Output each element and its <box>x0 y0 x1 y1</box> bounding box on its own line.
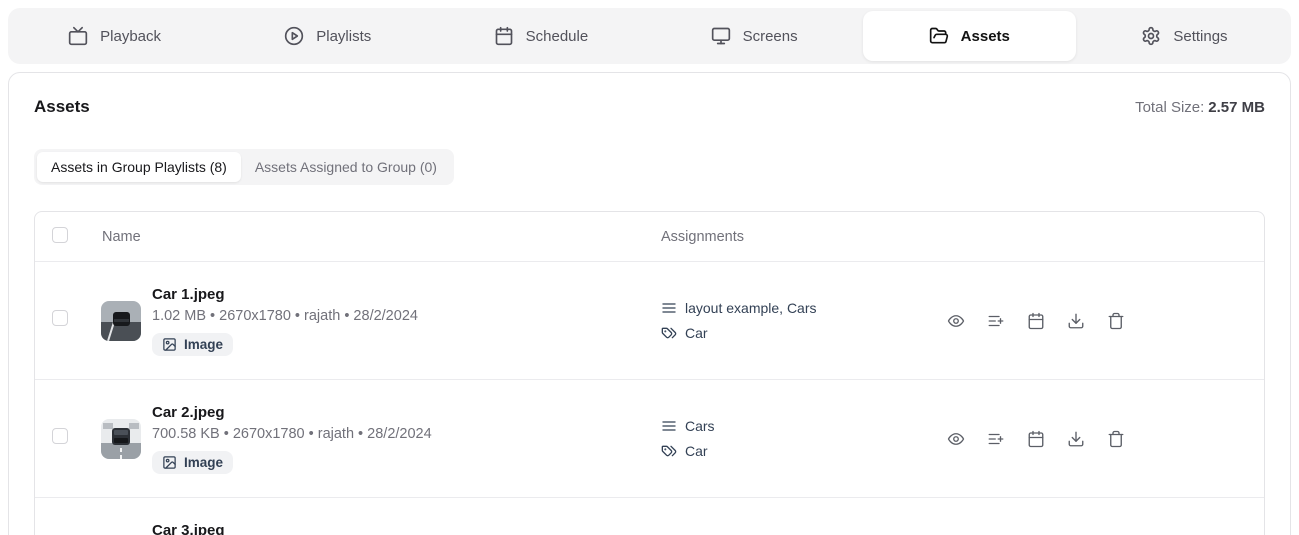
asset-name-cell: Car 2.jpeg 700.58 KB • 2670x1780 • rajat… <box>99 380 661 497</box>
nav-item-schedule[interactable]: Schedule <box>434 8 647 64</box>
asset-meta: 700.58 KB • 2670x1780 • rajath • 28/2/20… <box>152 426 432 442</box>
asset-text-block: Car 3.jpeg <box>152 498 225 535</box>
table-row: Car 1.jpeg 1.02 MB • 2670x1780 • rajath … <box>35 262 1264 380</box>
tab-assets-assigned-to-group[interactable]: Assets Assigned to Group (0) <box>241 152 451 182</box>
tags-assignment: Car <box>661 443 947 459</box>
schedule-button[interactable] <box>1027 312 1045 330</box>
asset-meta: 1.02 MB • 2670x1780 • rajath • 28/2/2024 <box>152 308 418 324</box>
column-header-name: Name <box>102 228 141 245</box>
row-checkbox-cell <box>35 428 99 449</box>
asset-name: Car 1.jpeg <box>152 286 225 303</box>
schedule-button[interactable] <box>1027 430 1045 448</box>
nav-item-label: Assets <box>960 27 1010 45</box>
preview-button[interactable] <box>947 430 965 448</box>
playlists-assignment: layout example, Cars <box>661 300 947 316</box>
nav-item-playlists[interactable]: Playlists <box>221 8 434 64</box>
list-plus-icon <box>988 433 1004 444</box>
table-row: Car 3.jpeg <box>35 498 1264 535</box>
top-nav: Playback Playlists Schedule Screens Asse… <box>8 8 1291 64</box>
nav-item-settings[interactable]: Settings <box>1078 8 1291 64</box>
tags-value: Car <box>685 443 708 459</box>
row-actions <box>947 312 1264 330</box>
assets-table: Name Assignments <box>34 211 1265 535</box>
delete-button[interactable] <box>1107 312 1125 330</box>
nav-item-label: Playback <box>100 27 162 45</box>
tags-assignment: Car <box>661 325 947 341</box>
nav-item-label: Schedule <box>525 27 589 45</box>
assets-tab-group: Assets in Group Playlists (8) Assets Ass… <box>34 149 454 185</box>
assignments-cell: layout example, Cars Car <box>661 300 947 341</box>
download-icon <box>1068 313 1084 328</box>
asset-type-badge: Image <box>152 451 234 474</box>
total-size-label: Total Size: <box>1135 98 1205 116</box>
nav-item-playback[interactable]: Playback <box>8 8 221 64</box>
nav-item-label: Screens <box>742 27 798 45</box>
calendar-icon <box>495 26 512 46</box>
monitor-icon <box>711 27 730 45</box>
asset-name-cell: Car 1.jpeg 1.02 MB • 2670x1780 • rajath … <box>99 262 661 379</box>
assets-panel: Assets Total Size: 2.57 MB Assets in Grou… <box>8 72 1291 535</box>
eye-icon <box>947 432 965 445</box>
asset-type-label: Image <box>184 337 224 352</box>
asset-type-badge: Image <box>152 333 234 356</box>
gear-icon <box>1143 26 1160 46</box>
download-button[interactable] <box>1067 312 1085 330</box>
asset-name: Car 2.jpeg <box>152 404 225 421</box>
asset-name: Car 3.jpeg <box>152 522 225 535</box>
asset-name-cell: Car 3.jpeg <box>99 498 661 535</box>
trash-icon <box>1108 312 1124 329</box>
asset-type-label: Image <box>184 455 224 470</box>
table-row: Car 2.jpeg 700.58 KB • 2670x1780 • rajat… <box>35 380 1264 498</box>
row-checkbox[interactable] <box>52 310 68 326</box>
row-actions <box>947 430 1264 448</box>
column-header-assignments: Assignments <box>661 228 745 245</box>
download-button[interactable] <box>1067 430 1085 448</box>
calendar-icon <box>1028 430 1044 447</box>
nav-item-assets[interactable]: Assets <box>862 11 1076 61</box>
car-photo-thumbnail <box>101 418 141 459</box>
table-header-row: Name Assignments <box>35 212 1264 262</box>
car-photo-thumbnail <box>101 300 141 341</box>
total-size-value: 2.57 MB <box>1208 98 1265 116</box>
tags-value: Car <box>685 325 708 341</box>
nav-item-label: Playlists <box>316 27 372 45</box>
add-to-playlist-button[interactable] <box>987 312 1005 330</box>
add-to-playlist-button[interactable] <box>987 430 1005 448</box>
playlists-assignment: Cars <box>661 418 947 434</box>
eye-icon <box>947 314 965 327</box>
delete-button[interactable] <box>1107 430 1125 448</box>
tags-icon <box>661 327 677 339</box>
playlists-value: layout example, Cars <box>685 300 817 316</box>
asset-thumbnail <box>101 300 141 341</box>
list-plus-icon <box>988 315 1004 326</box>
select-all-checkbox[interactable] <box>52 226 68 243</box>
tv-icon <box>68 26 88 46</box>
row-checkbox[interactable] <box>52 428 68 444</box>
image-icon <box>163 456 176 469</box>
assets-header: Assets Total Size: 2.57 MB <box>34 97 1265 117</box>
download-icon <box>1068 431 1084 446</box>
preview-button[interactable] <box>947 312 965 330</box>
page-title: Assets <box>34 97 90 116</box>
assignments-cell: Cars Car <box>661 418 947 459</box>
nav-item-label: Settings <box>1173 27 1228 45</box>
header-checkbox-cell <box>35 226 99 247</box>
tags-icon <box>661 445 677 457</box>
playlists-value: Cars <box>685 418 715 434</box>
asset-text-block: Car 1.jpeg 1.02 MB • 2670x1780 • rajath … <box>152 262 418 357</box>
list-icon <box>662 303 676 313</box>
row-checkbox-cell <box>35 310 99 331</box>
play-circle-icon <box>285 26 304 46</box>
calendar-icon <box>1028 312 1044 329</box>
folder-open-icon <box>929 27 948 44</box>
asset-thumbnail <box>101 418 141 459</box>
image-icon <box>163 338 176 351</box>
tab-assets-in-group-playlists[interactable]: Assets in Group Playlists (8) <box>37 152 241 182</box>
asset-text-block: Car 2.jpeg 700.58 KB • 2670x1780 • rajat… <box>152 380 432 475</box>
list-icon <box>662 421 676 431</box>
trash-icon <box>1108 430 1124 447</box>
nav-item-screens[interactable]: Screens <box>648 8 861 64</box>
total-size: Total Size: 2.57 MB <box>1135 99 1265 116</box>
